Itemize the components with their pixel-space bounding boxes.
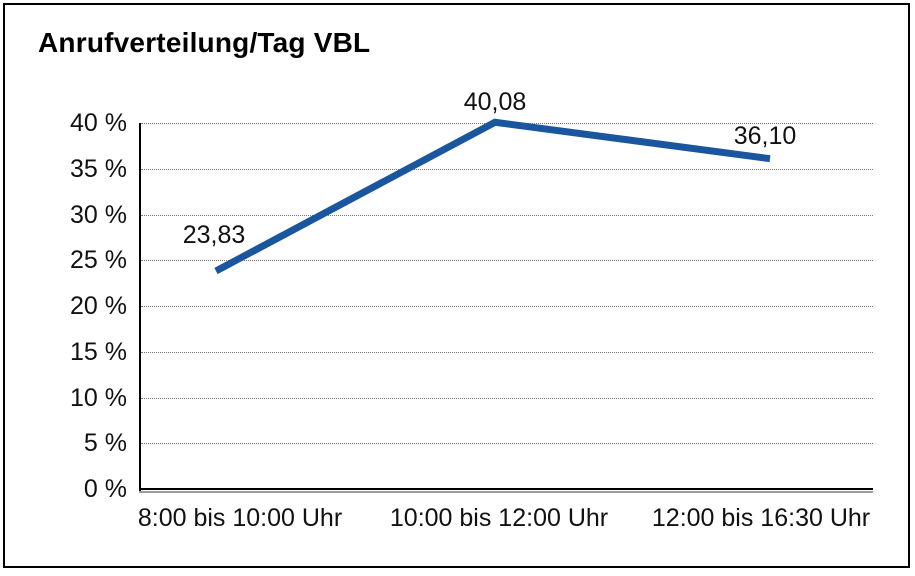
- y-axis-tick-label: 40 %: [70, 109, 127, 137]
- gridline-20: [141, 306, 873, 307]
- x-axis-category-label-2: 10:00 bis 12:00 Uhr: [389, 504, 609, 532]
- plot-area: 23,83 40,08 36,10: [139, 88, 873, 493]
- series-line: [214, 118, 771, 275]
- y-axis-tick-label: 15 %: [70, 337, 127, 366]
- gridline-35: [141, 168, 873, 170]
- y-axis-tick-label: 5 %: [83, 429, 127, 458]
- data-label-3: 36,10: [733, 122, 797, 150]
- y-axis-tick-label: 10 %: [70, 383, 127, 412]
- gridline-15: [141, 351, 873, 353]
- data-label-2: 40,08: [463, 88, 527, 116]
- y-axis-tick-label: 0 %: [83, 475, 127, 503]
- x-axis-category-label-1: 8:00 bis 10:00 Uhr: [137, 504, 343, 532]
- gridline-25: [141, 260, 873, 262]
- gridline-10: [141, 397, 873, 399]
- y-axis-tick-label: 25 %: [70, 246, 127, 275]
- line-series-svg: [214, 118, 771, 275]
- chart-title: Anrufverteilung/Tag VBL: [38, 27, 371, 58]
- y-axis-tick-label: 35 %: [70, 154, 127, 183]
- y-axis-tick-label: 20 %: [70, 292, 127, 320]
- chart-frame-border: [3, 3, 910, 568]
- x-axis-category-label-3: 12:00 bis 16:30 Uhr: [651, 504, 871, 532]
- y-axis-line: [139, 123, 141, 491]
- data-label-1: 23,83: [182, 221, 246, 249]
- gridline-5: [141, 443, 873, 445]
- x-axis-shadow-line: [139, 491, 873, 493]
- x-axis-line: [139, 488, 873, 490]
- y-axis-tick-label: 30 %: [70, 200, 127, 229]
- gridline-30: [141, 214, 873, 216]
